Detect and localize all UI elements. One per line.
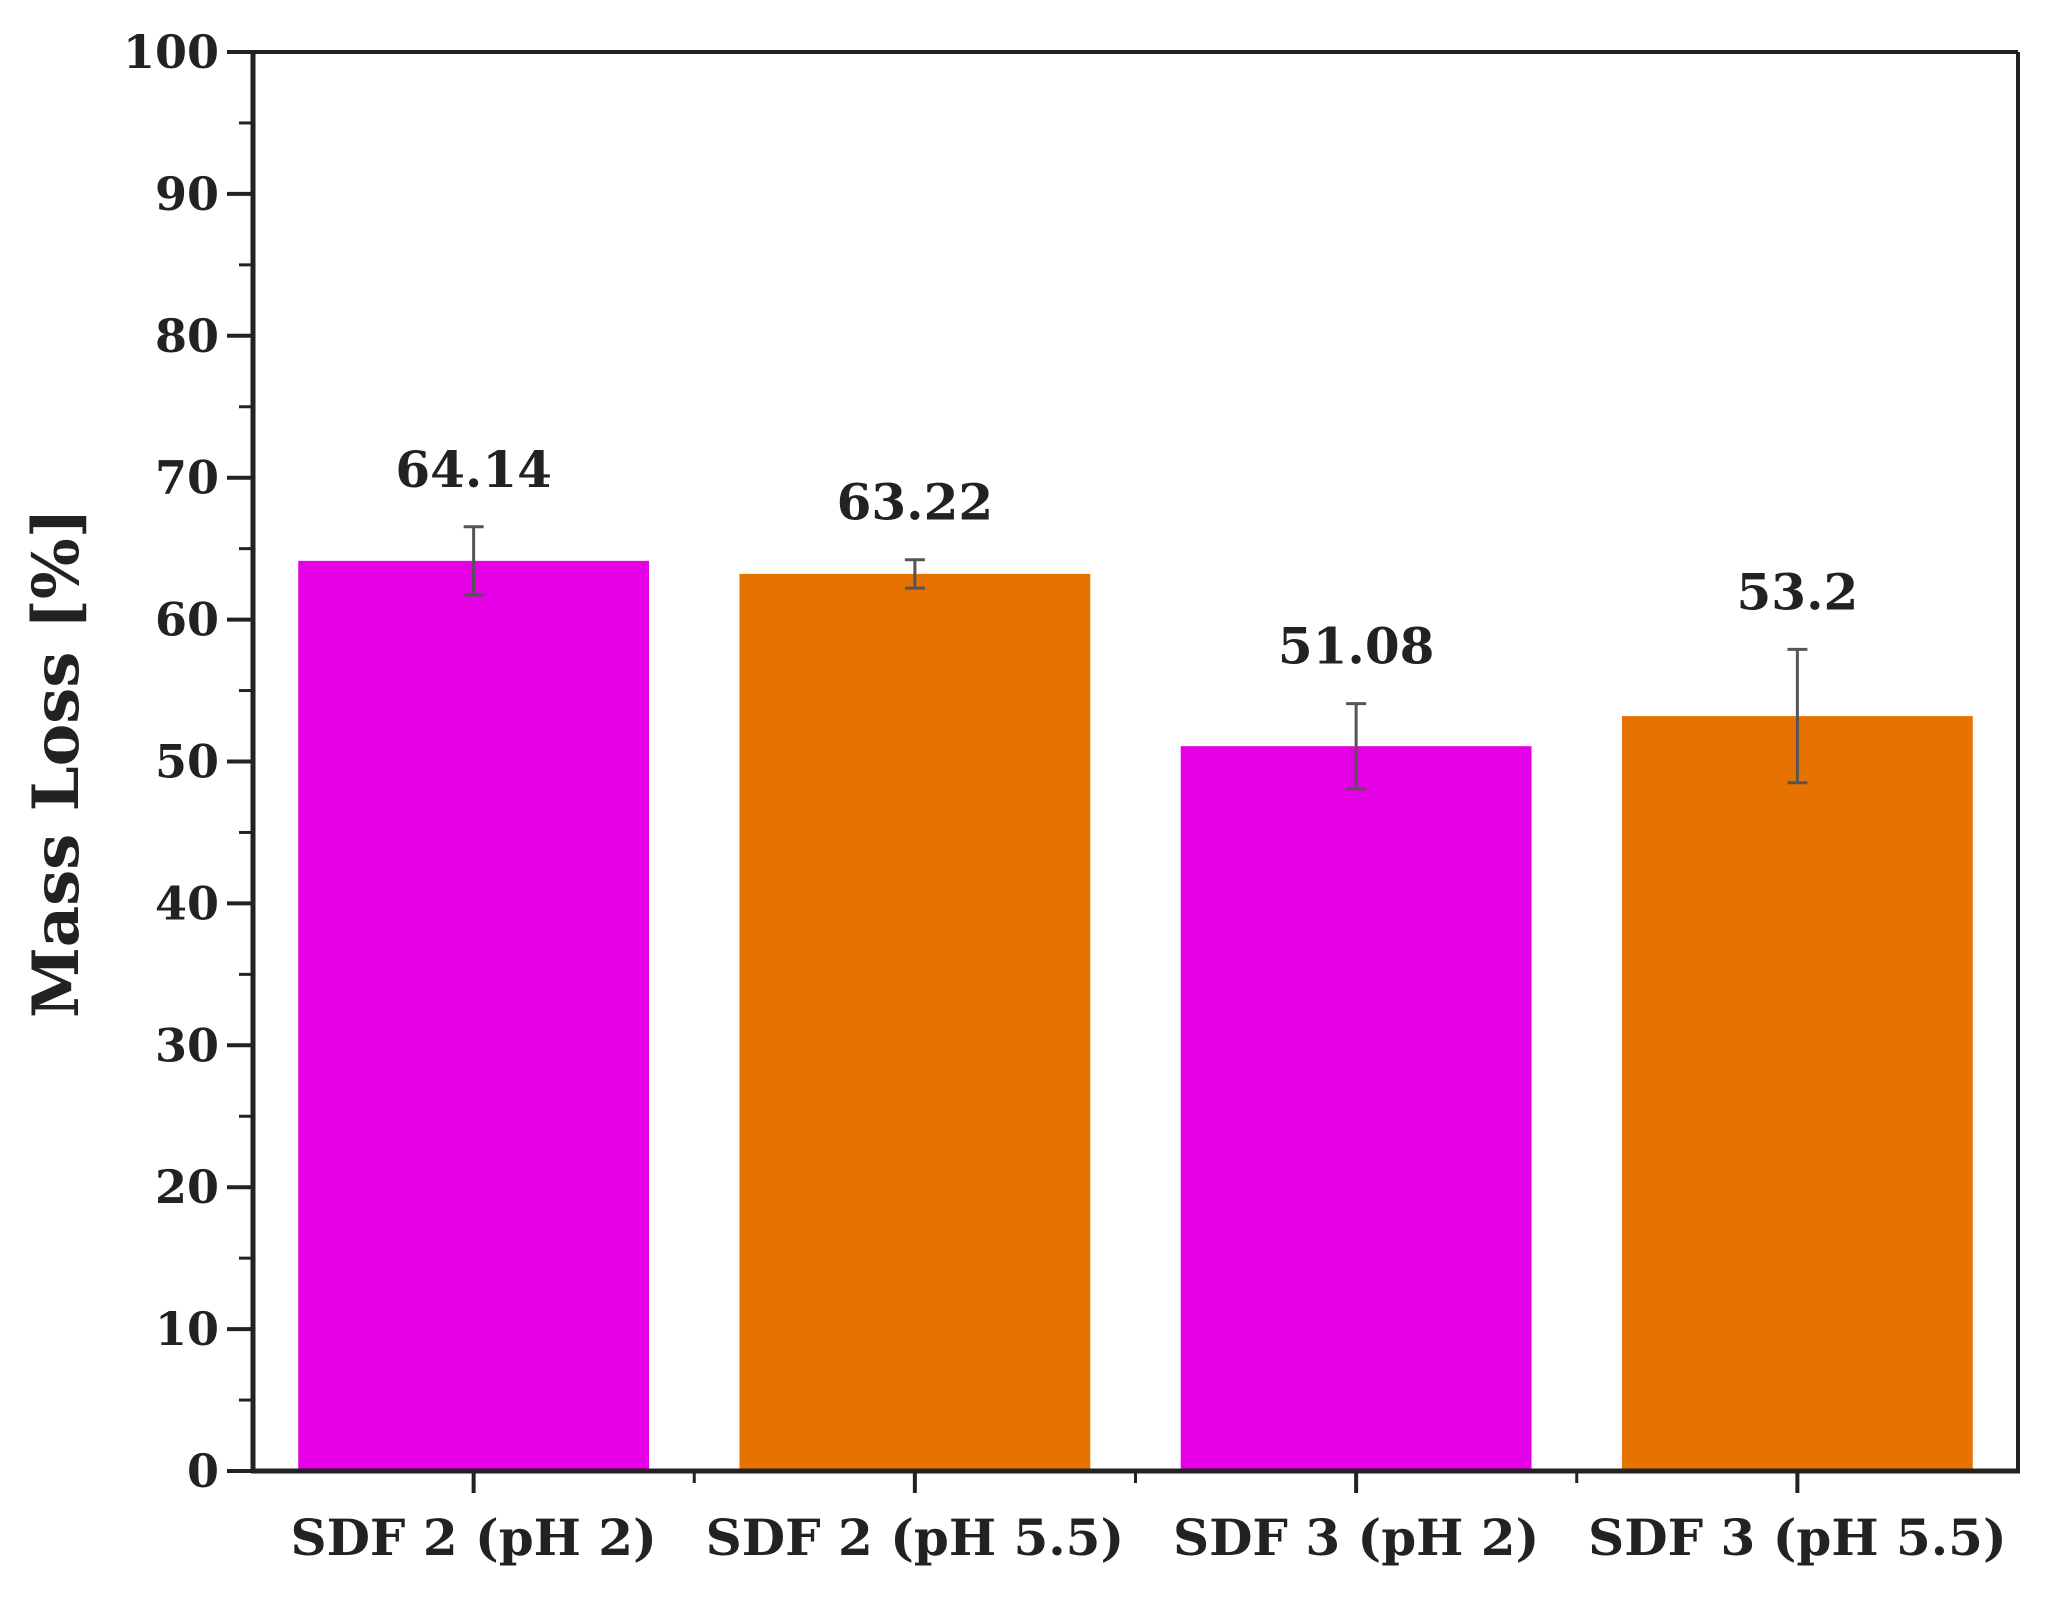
y-tick-label-20: 20 <box>155 1160 219 1214</box>
y-tick-label-50: 50 <box>155 735 219 789</box>
x-tick-label-3: SDF 3 (pH 2) <box>1173 1508 1539 1567</box>
data-label-3: 51.08 <box>1278 617 1435 676</box>
bar-2 <box>739 573 1091 1471</box>
y-tick-label-80: 80 <box>155 309 219 363</box>
x-tick-label-1: SDF 2 (pH 2) <box>290 1508 656 1567</box>
x-tick-label-4: SDF 3 (pH 5.5) <box>1588 1508 2006 1567</box>
bar-3 <box>1180 746 1532 1471</box>
y-tick-label-10: 10 <box>155 1302 219 1356</box>
y-tick-label-90: 90 <box>155 167 219 221</box>
y-tick-label-30: 30 <box>155 1018 219 1072</box>
x-tick-label-2: SDF 2 (pH 5.5) <box>706 1508 1124 1567</box>
y-tick-label-0: 0 <box>187 1444 219 1498</box>
y-tick-label-60: 60 <box>155 593 219 647</box>
data-label-2: 63.22 <box>837 473 994 532</box>
y-tick-label-40: 40 <box>155 876 219 930</box>
bar-4 <box>1621 716 1973 1471</box>
data-label-4: 53.2 <box>1736 562 1858 621</box>
bar-1 <box>298 560 650 1471</box>
data-label-1: 64.14 <box>395 440 552 499</box>
y-tick-label-100: 100 <box>123 25 219 79</box>
y-axis-label: Mass Loss [%] <box>19 508 94 1018</box>
y-tick-label-70: 70 <box>155 451 219 505</box>
